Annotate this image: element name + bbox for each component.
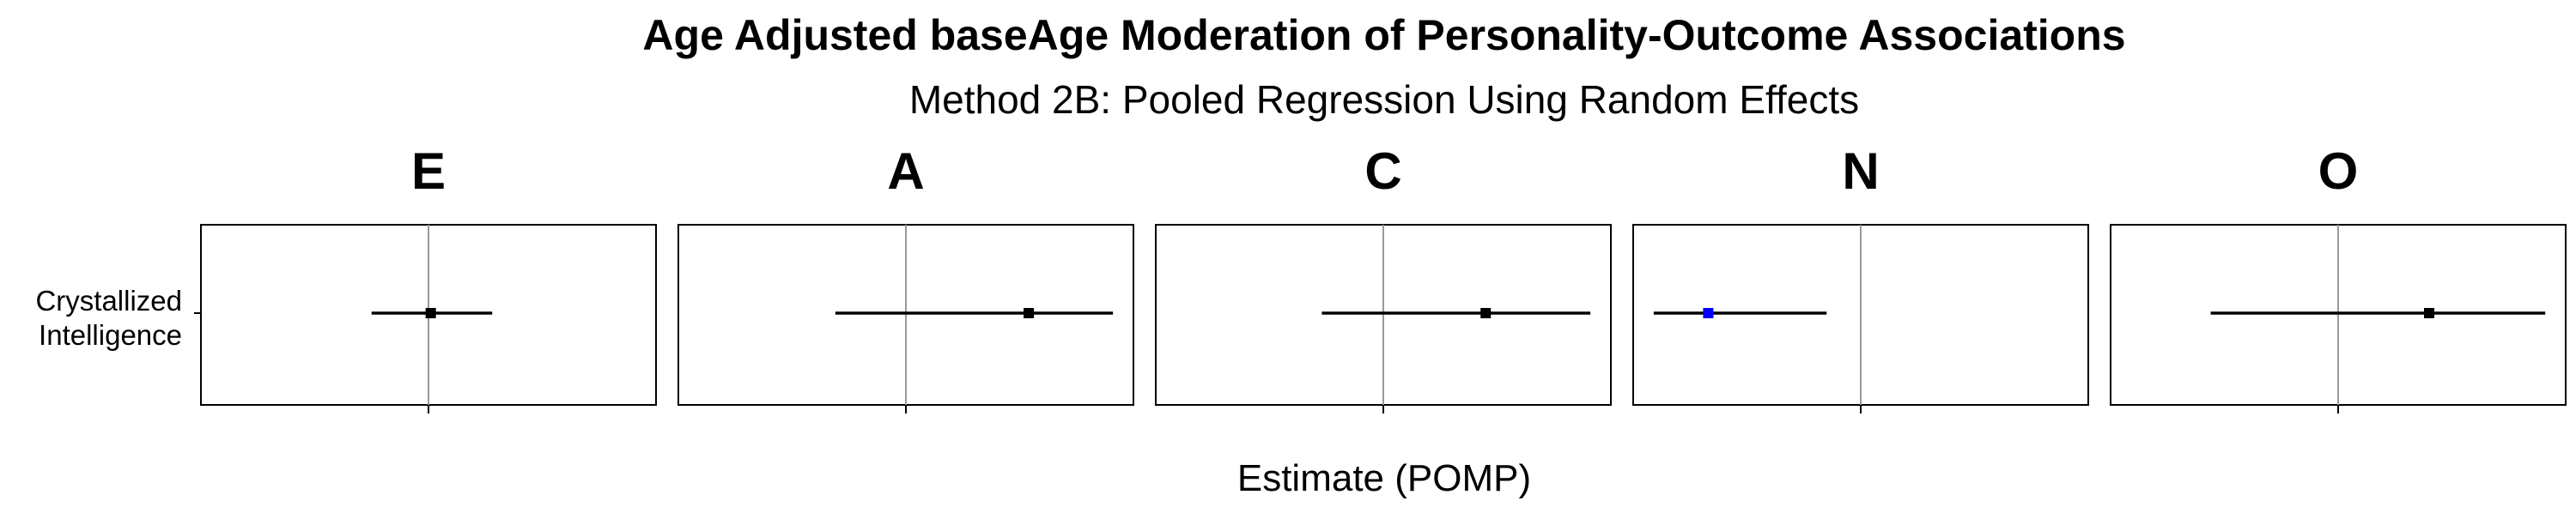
panel-title: A	[887, 142, 924, 200]
panel-n: N	[1632, 142, 2089, 413]
y-category-label-line-1: Crystallized	[35, 285, 182, 317]
x-axis-label: Estimate (POMP)	[1237, 457, 1531, 499]
panel-title: C	[1364, 142, 1401, 200]
panel-title: O	[2318, 142, 2359, 200]
point-estimate	[1703, 308, 1714, 318]
y-category-label-line-2: Intelligence	[39, 319, 182, 351]
chart-title: Age Adjusted baseAge Moderation of Perso…	[642, 11, 2125, 59]
panel-title: E	[411, 142, 446, 200]
panel-c: C	[1155, 142, 1612, 413]
point-estimate	[425, 308, 436, 318]
panel-title: N	[1842, 142, 1879, 200]
point-estimate	[2424, 308, 2434, 318]
panel-a: A	[677, 142, 1134, 413]
point-estimate	[1480, 308, 1492, 318]
panel-e: E	[200, 142, 657, 413]
panel-o: O	[2110, 142, 2567, 413]
point-estimate	[1024, 308, 1035, 318]
chart-subtitle: Method 2B: Pooled Regression Using Rando…	[909, 77, 1859, 122]
